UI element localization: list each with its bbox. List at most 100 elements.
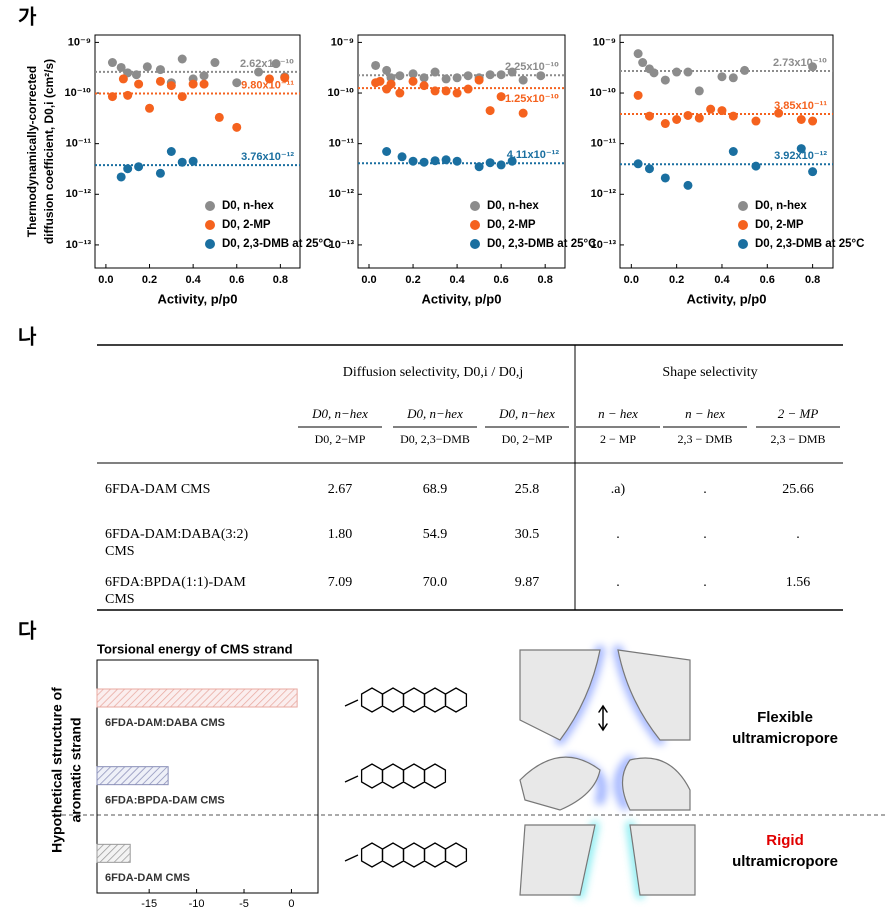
flexible-label: Flexible xyxy=(757,709,813,726)
x-tick-label: 0 xyxy=(288,898,294,910)
table-cell: . xyxy=(616,527,620,542)
data-point xyxy=(210,58,220,68)
bar xyxy=(96,688,298,708)
data-point xyxy=(134,79,144,89)
data-point xyxy=(683,110,693,120)
table-cell: . xyxy=(703,575,707,590)
data-point xyxy=(672,115,682,125)
legend-marker xyxy=(205,201,215,211)
fraction-numerator: n − hex xyxy=(598,406,638,421)
data-point xyxy=(808,116,818,126)
legend-marker xyxy=(738,220,748,230)
y-tick-label: 10⁻⁹ xyxy=(593,36,616,48)
data-point xyxy=(452,156,462,166)
data-point xyxy=(386,79,396,89)
y-tick-label: 10⁻¹⁰ xyxy=(589,87,616,99)
x-axis-label: Activity, p/p0 xyxy=(687,291,767,306)
data-point xyxy=(419,81,429,91)
legend-label: D0, 2-MP xyxy=(222,219,271,231)
x-tick-label: 0.6 xyxy=(760,274,775,286)
data-point xyxy=(214,112,224,122)
legend-label: D0, 2-MP xyxy=(755,219,804,231)
table-cell: 2.67 xyxy=(328,482,353,497)
rigid-label: Rigid xyxy=(766,832,804,849)
y-axis-label: diffusion coefficient, D0,i (cm²/s) xyxy=(42,59,56,244)
data-point xyxy=(683,67,693,77)
strand xyxy=(629,824,696,896)
data-point xyxy=(496,92,506,102)
data-point xyxy=(116,62,126,72)
data-point xyxy=(395,71,405,81)
data-point xyxy=(254,67,264,77)
x-tick-label: -15 xyxy=(141,898,157,910)
data-point xyxy=(474,162,484,172)
data-point xyxy=(485,106,495,116)
data-point xyxy=(382,147,392,156)
plot-frame xyxy=(94,34,301,269)
data-point xyxy=(518,75,528,85)
data-point xyxy=(633,159,643,169)
data-point xyxy=(452,88,462,98)
data-point xyxy=(808,62,818,72)
reference-label: 1.25x10⁻¹⁰ xyxy=(505,93,559,105)
data-point xyxy=(177,157,187,167)
data-point xyxy=(408,76,418,86)
data-point xyxy=(430,156,440,166)
data-point xyxy=(107,58,117,68)
table-cell: 25.8 xyxy=(515,482,540,497)
x-tick-label: 0.2 xyxy=(669,274,684,286)
reference-label: 2.62x10⁻¹⁰ xyxy=(240,58,294,70)
x-tick-label: 0.8 xyxy=(273,274,288,286)
y-axis-label: Thermodynamically-corrected xyxy=(25,66,39,237)
data-point xyxy=(199,79,209,89)
fraction-denominator: D0, 2−MP xyxy=(315,432,366,446)
table-cell: 9.87 xyxy=(515,575,540,590)
legend-label: D0, 2,3-DMB at 25°C xyxy=(222,238,331,250)
table-cell: 30.5 xyxy=(515,527,540,542)
table-cell: . xyxy=(616,575,620,590)
data-point xyxy=(441,74,451,84)
data-point xyxy=(633,49,643,59)
table-cell: 1.80 xyxy=(328,527,353,542)
data-point xyxy=(496,160,506,170)
data-point xyxy=(155,76,165,86)
data-point xyxy=(706,104,716,114)
row-label: 6FDA-DAM CMS xyxy=(105,482,210,497)
table-header: Diffusion selectivity, D0,i / D0,j xyxy=(343,365,523,380)
reference-label: 9.80x10⁻¹¹ xyxy=(241,79,294,91)
data-point xyxy=(419,73,429,83)
data-point xyxy=(134,162,144,172)
table-cell: 1.56 xyxy=(786,575,811,590)
legend-label: D0, 2-MP xyxy=(487,219,536,231)
fraction-numerator: D0, n−hex xyxy=(311,406,368,421)
x-tick-label: 0.4 xyxy=(449,274,465,286)
row-label: 6FDA:BPDA(1:1)-DAM xyxy=(105,575,246,590)
data-point xyxy=(116,172,126,182)
data-point xyxy=(672,67,682,77)
reference-label: 2.73x10⁻¹⁰ xyxy=(773,57,827,69)
panel-label: 가 xyxy=(18,5,37,28)
fraction-numerator: D0, n−hex xyxy=(406,406,463,421)
data-point xyxy=(166,147,176,156)
fraction-numerator: D0, n−hex xyxy=(498,406,555,421)
data-point xyxy=(199,71,209,81)
x-tick-label: 0.2 xyxy=(405,274,420,286)
data-point xyxy=(155,65,165,75)
x-tick-label: 0.2 xyxy=(142,274,157,286)
strand xyxy=(519,756,601,811)
y-tick-label: 10⁻¹¹ xyxy=(329,138,355,150)
x-tick-label: 0.8 xyxy=(805,274,820,286)
legend-marker xyxy=(205,220,215,230)
x-tick-label: -10 xyxy=(189,898,205,910)
data-point xyxy=(649,68,659,78)
reference-label: 3.92x10⁻¹² xyxy=(774,150,827,162)
data-point xyxy=(717,72,727,82)
table-cell: . xyxy=(703,527,707,542)
strand xyxy=(617,649,691,741)
x-axis-label: Activity, p/p0 xyxy=(422,291,502,306)
data-point xyxy=(633,90,643,100)
data-point xyxy=(452,73,462,83)
data-point xyxy=(774,108,784,118)
y-axis-label: Hypothetical structure of xyxy=(49,687,65,853)
x-tick-label: 0.6 xyxy=(493,274,508,286)
